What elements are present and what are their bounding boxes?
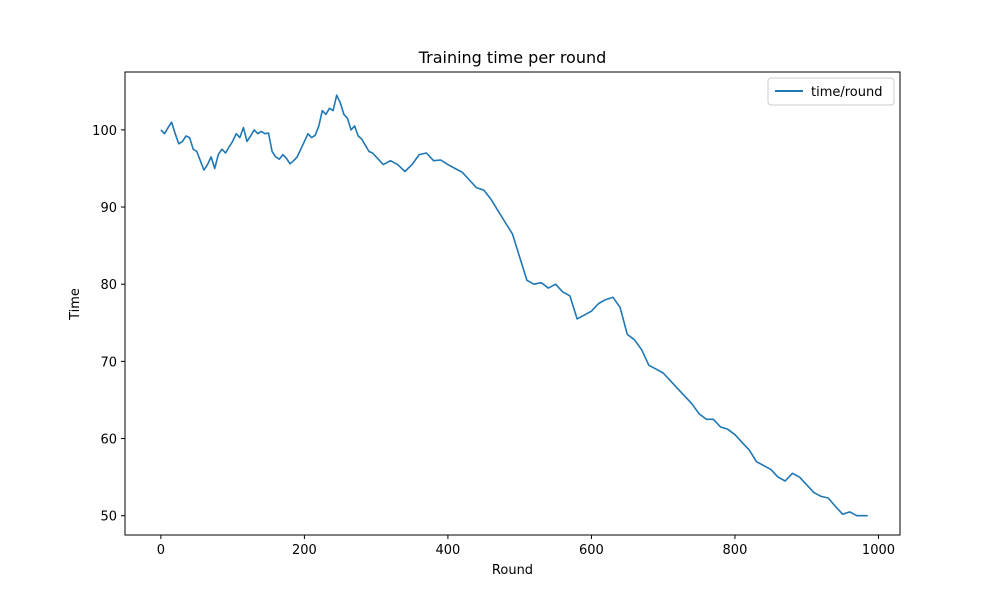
y-tick-label: 60 [100,433,117,448]
x-tick-label: 1000 [862,543,895,558]
legend-label: time/round [811,85,883,100]
x-axis: 0 200 400 600 800 1000 [157,535,895,558]
x-tick-label: 200 [292,543,317,558]
x-tick-label: 600 [579,543,604,558]
legend: time/round [767,77,895,106]
y-tick-label: 100 [92,124,117,139]
x-tick-label: 800 [723,543,748,558]
chart-title: Training time per round [418,48,607,67]
y-axis-title: Time [68,288,83,321]
x-axis-title: Round [492,563,533,578]
x-tick-label: 400 [436,543,461,558]
y-tick-label: 70 [100,355,117,370]
y-tick-label: 90 [100,201,117,216]
series-line-time-round [160,94,868,517]
x-tick-label: 0 [157,543,165,558]
y-tick-label: 80 [100,278,117,293]
plot-frame [124,71,901,536]
legend-box [767,77,895,106]
plot-area [124,71,901,536]
y-tick-label: 50 [100,510,117,525]
y-axis: 50 60 70 80 90 100 [92,124,125,525]
